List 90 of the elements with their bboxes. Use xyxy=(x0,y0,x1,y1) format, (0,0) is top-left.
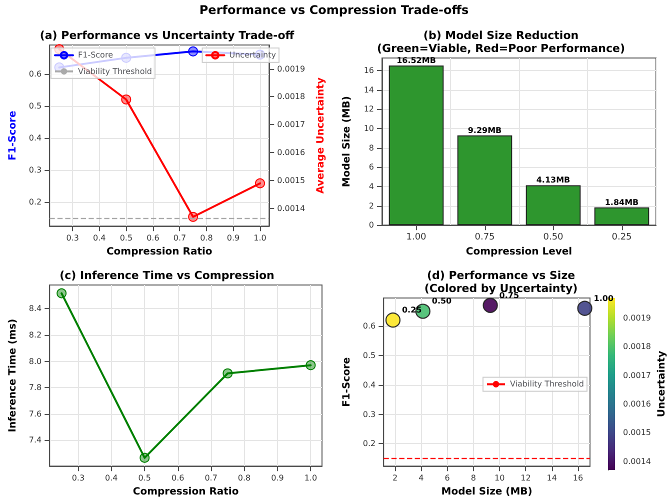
color-bar-label: 0.0017 xyxy=(623,370,651,380)
y-tick-label: 0.6 xyxy=(28,69,42,78)
y-tick-label: 0.6 xyxy=(362,320,376,330)
y-tick-label: 0.3 xyxy=(28,166,42,175)
x-tick-label: 0.25 xyxy=(612,232,632,243)
y-tick-label: 7.8 xyxy=(28,382,42,392)
color-bar-label: 0.0014 xyxy=(623,456,651,466)
y-tick-label: 0.2 xyxy=(362,438,376,448)
y-tick-label: 0.3 xyxy=(362,409,376,418)
text: Performance vs Compression Trade-offs xyxy=(198,3,470,17)
legend-label: Viability Threshold xyxy=(78,66,152,76)
y-tick-label: 14 xyxy=(364,85,374,94)
y-axis-title: F1-Score xyxy=(8,110,18,160)
y2-tick-label: 0.0017 xyxy=(277,120,306,130)
y-tick-label: 0.4 xyxy=(28,133,42,142)
y-tick-label: 7.6 xyxy=(28,408,42,418)
x-tick-label: 0.7 xyxy=(173,234,186,243)
y-axis-title: F1-Score xyxy=(342,356,352,406)
x-axis-title: Model Size (MB) xyxy=(441,486,532,497)
chart-title: (b) Model Size Reduction (Green=Viable, Red=Poor Performance) xyxy=(377,29,625,55)
x-tick-label: 4 xyxy=(418,473,424,482)
y2-tick-label: 0.0015 xyxy=(277,176,306,186)
y-tick-label: 16 xyxy=(364,66,374,76)
color-bar-label: 0.0019 xyxy=(623,313,651,322)
x-tick-label: 6 xyxy=(444,473,450,482)
y-tick-label: 8.0 xyxy=(28,356,42,366)
x-axis-title: Compression Level xyxy=(466,246,572,258)
chart-title: (c) Inference Time vs Compression xyxy=(60,268,274,282)
x-tick-label: 14 xyxy=(546,473,557,482)
y2-tick-label: 0.0016 xyxy=(277,148,306,158)
x-tick-label: 2 xyxy=(392,473,398,482)
y-tick-label: 10 xyxy=(364,124,374,134)
x-tick-label: 0.7 xyxy=(204,473,218,482)
x-tick-label: 0.3 xyxy=(66,234,80,243)
color-bar-title: Uncertainty xyxy=(656,350,668,417)
y-axis-title: Inference Time (ms) xyxy=(8,318,18,432)
x-tick-label: 0.8 xyxy=(200,234,213,243)
x-tick-label: 0.4 xyxy=(93,234,106,243)
x-tick-label: 0.4 xyxy=(105,473,118,482)
x-tick-label: 0.8 xyxy=(238,473,251,482)
y-tick-label: 0.4 xyxy=(362,380,376,389)
x-tick-label: 1.00 xyxy=(406,232,427,243)
data-label: 16.52MB xyxy=(396,56,436,66)
color-bar-label: 0.0018 xyxy=(623,342,651,351)
x-axis-title: Compression Ratio xyxy=(132,486,239,497)
x-tick-label: 1.0 xyxy=(254,234,266,243)
legend-label: Uncertainty xyxy=(229,50,276,60)
y2-tick-label: 0.0018 xyxy=(277,92,306,102)
x-tick-label: 0.3 xyxy=(72,473,85,482)
y-tick-label: 8.4 xyxy=(28,304,42,313)
y-tick-label: 8.2 xyxy=(28,330,42,339)
y-tick-label: 2 xyxy=(368,201,374,210)
y-tick-label: 0.2 xyxy=(28,198,42,207)
color-bar-label: 0.0015 xyxy=(623,428,651,437)
x-tick-label: 0.9 xyxy=(271,473,284,482)
y-tick-label: 12 xyxy=(364,104,374,114)
y-tick-label: 6 xyxy=(368,162,374,172)
x-tick-label: 12 xyxy=(520,473,531,482)
y2-tick-label: 0.0014 xyxy=(277,204,306,213)
color-bar-label: 0.0016 xyxy=(623,399,651,408)
annotation: 0.50 xyxy=(432,296,452,306)
x-tick-label: 16 xyxy=(572,473,584,482)
x-axis-title: Compression Ratio xyxy=(106,246,212,258)
x-tick-label: 10 xyxy=(494,473,505,482)
chart-title: (a) Performance vs Uncertainty Trade-off xyxy=(40,29,294,42)
chart-title: (d) Performance vs Size (Colored by Uncertainty) xyxy=(424,268,578,294)
x-tick-label: 0.5 xyxy=(120,234,133,243)
y-tick-label: 4 xyxy=(368,182,374,191)
x-tick-label: 0.9 xyxy=(226,234,240,243)
y-axis-title: Model Size (MB) xyxy=(342,96,352,188)
legend-label: Viability Threshold xyxy=(510,379,584,388)
x-tick-label: 0.6 xyxy=(146,234,160,243)
legend-label: F1-Score xyxy=(78,50,114,60)
annotation: 1.00 xyxy=(594,293,614,302)
y2-axis-title: Average Uncertainty xyxy=(316,77,326,194)
y-tick-label: 8 xyxy=(368,143,374,152)
x-tick-label: 8 xyxy=(470,473,476,482)
y-tick-label: 7.4 xyxy=(28,435,42,444)
data-label: 4.13MB xyxy=(536,176,570,185)
x-tick-label: 0.75 xyxy=(474,232,495,243)
x-tick-label: 1.0 xyxy=(304,473,318,482)
x-tick-label: 0.5 xyxy=(138,473,151,482)
y-tick-label: 0 xyxy=(368,220,374,230)
data-label: 9.29MB xyxy=(468,126,502,135)
y-tick-label: 0.5 xyxy=(28,101,42,110)
data-label: 1.84MB xyxy=(604,198,639,207)
y-tick-label: 0.5 xyxy=(362,350,376,360)
x-tick-label: 0.6 xyxy=(171,473,184,482)
x-tick-label: 0.50 xyxy=(543,232,564,243)
y2-tick-label: 0.0019 xyxy=(277,64,306,74)
